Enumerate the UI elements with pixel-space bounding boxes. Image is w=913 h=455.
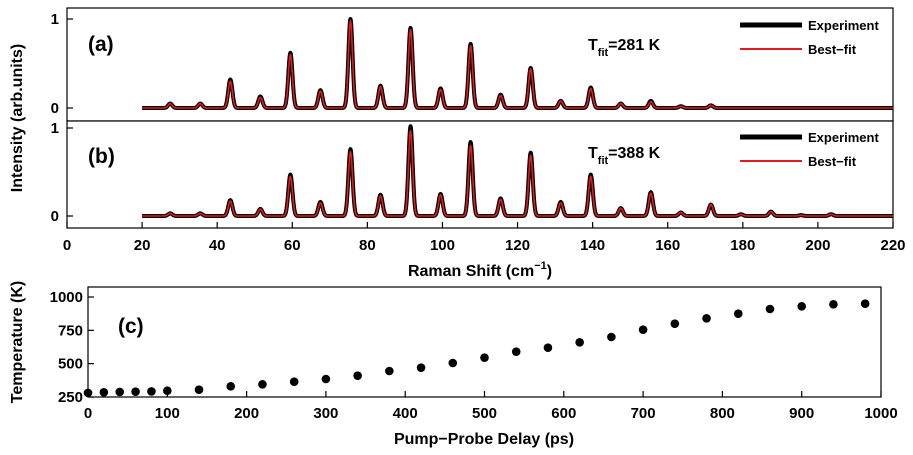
legend-experiment-label: Experiment	[808, 18, 879, 33]
delay-xtick-label: 500	[472, 405, 497, 422]
delay-xtick-label: 400	[393, 405, 418, 422]
temperature-point	[416, 363, 426, 372]
temperature-point	[607, 332, 616, 342]
temperature-point	[860, 299, 870, 308]
raman-xtick-label: 40	[209, 237, 226, 254]
temperature-ylabel: Temperature (K)	[9, 281, 26, 403]
temperature-point	[163, 386, 172, 396]
raman-xtick-label: 120	[505, 237, 530, 254]
temperature-point	[131, 387, 140, 396]
temperature-point	[511, 347, 521, 356]
panel-c-frame	[87, 286, 882, 398]
panel-a-plot	[140, 17, 895, 110]
panel-c: 250 500 750 1000 0 100 200 300 400 500 600 700 800 9…	[9, 281, 898, 448]
delay-xtick-label: 600	[551, 405, 576, 422]
temperature-point	[226, 382, 236, 391]
panel-c-xticks: 0 100 200 300 400 500 600 700 800 900 1000	[84, 391, 898, 422]
delay-xtick-label: 0	[84, 405, 92, 422]
raman-xtick-label: 220	[880, 237, 905, 254]
temperature-point	[321, 374, 331, 384]
panel-b-label: (b)	[88, 145, 115, 168]
panel-b-legend: Experiment Best−fit	[740, 130, 879, 169]
raman-xtick-label: 180	[730, 237, 755, 254]
temperature-point	[638, 325, 648, 334]
intensity-ylabel: Intensity (arb.units)	[9, 44, 26, 192]
temperature-point	[99, 388, 109, 397]
delay-xtick-label: 900	[789, 405, 814, 422]
panel-b-bestfit-line	[141, 129, 894, 217]
temperature-ytick-label: 250	[58, 389, 83, 406]
delay-xtick-label: 300	[313, 405, 338, 422]
raman-xtick-label: 100	[430, 237, 455, 254]
temperature-point	[733, 309, 743, 318]
legend-bestfit-label: Best−fit	[808, 42, 857, 57]
temperature-point	[289, 377, 299, 386]
temperature-ytick-label: 500	[58, 356, 83, 373]
temperature-point	[575, 338, 584, 347]
panel-a-ytick-label: 1	[51, 11, 59, 28]
delay-xtick-label: 1000	[864, 405, 897, 422]
panel-c-label: (c)	[118, 315, 144, 338]
temperature-point	[670, 319, 680, 328]
raman-xtick-label: 60	[284, 237, 301, 254]
panel-b-yticks: 01	[51, 120, 73, 225]
panel-b-ytick-label: 1	[51, 120, 59, 137]
temperature-point	[385, 366, 394, 376]
temperature-point	[702, 314, 711, 323]
delay-xtick-label: 100	[155, 405, 180, 422]
panel-a-legend: Experiment Best−fit	[740, 18, 879, 57]
raman-xtick-label: 0	[63, 237, 71, 254]
panel-b-plot	[140, 124, 895, 218]
temperature-point	[194, 385, 204, 394]
temperature-point	[765, 304, 775, 314]
temperature-ytick-label: 750	[58, 322, 83, 339]
panel-b: 01 0 20 40 60 80 100 120 140 160 180 200 220 (b) Tf…	[51, 120, 906, 280]
raman-xtick-label: 80	[359, 237, 376, 254]
raman-xtick-label: 20	[134, 237, 151, 254]
temperature-point	[543, 343, 553, 352]
panel-c-plot	[83, 299, 870, 398]
raman-shift-xlabel: Raman Shift (cm−1)	[408, 260, 552, 280]
temperature-point	[797, 302, 806, 311]
temperature-point	[480, 353, 489, 362]
temperature-point	[829, 300, 838, 309]
temperature-point	[258, 380, 267, 389]
temperature-point	[115, 387, 125, 397]
panel-a-label: (a)	[88, 33, 114, 56]
raman-xtick-label: 200	[805, 237, 830, 254]
delay-xtick-label: 700	[631, 405, 656, 422]
panel-b-xticks: 0 20 40 60 80 100 120 140 160 180 200 220	[63, 222, 906, 254]
panel-b-tfit: Tfit=388 K	[588, 145, 661, 167]
panel-c-yticks: 250 500 750 1000	[50, 289, 94, 406]
raman-xtick-label: 140	[580, 237, 605, 254]
panel-a: 01 (a) Tfit=281 K Experiment Best−fit	[51, 7, 895, 122]
temperature-point	[147, 387, 156, 396]
delay-xlabel: Pump−Probe Delay (ps)	[394, 431, 574, 448]
legend-experiment-label: Experiment	[808, 130, 879, 145]
delay-xtick-label: 200	[234, 405, 259, 422]
delay-xtick-label: 800	[710, 405, 735, 422]
panel-b-ytick-label: 0	[51, 208, 59, 225]
raman-xtick-label: 160	[655, 237, 680, 254]
panel-a-tfit: Tfit=281 K	[588, 37, 661, 59]
panel-a-yticks: 01	[51, 11, 73, 117]
panel-a-ytick-label: 0	[51, 100, 59, 117]
legend-bestfit-label: Best−fit	[808, 154, 857, 169]
panel-a-bestfit-line	[141, 19, 894, 109]
temperature-point	[353, 371, 362, 380]
temperature-ytick-label: 1000	[50, 289, 83, 306]
temperature-point	[448, 358, 458, 368]
